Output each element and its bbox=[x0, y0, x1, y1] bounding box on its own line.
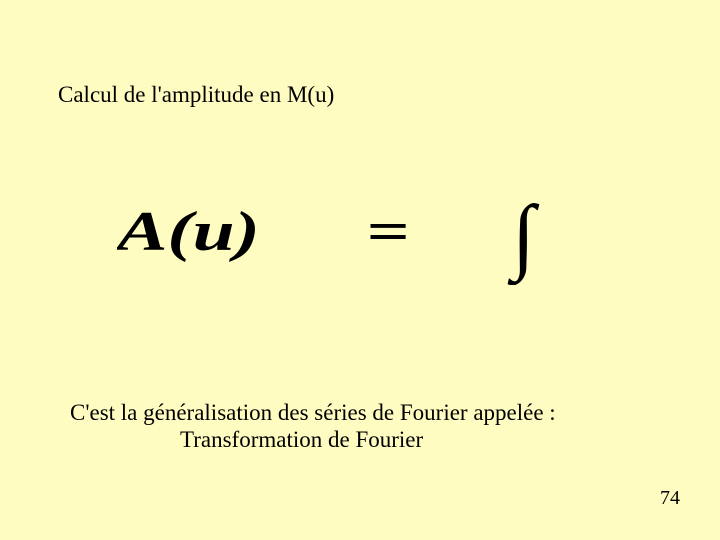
slide-title: Calcul de l'amplitude en M(u) bbox=[58, 82, 334, 108]
page-number: 74 bbox=[660, 487, 680, 510]
description-line-2: Transformation de Fourier bbox=[180, 427, 423, 453]
formula: A(u) = ∫ bbox=[117, 185, 555, 275]
formula-left: A(u) bbox=[117, 201, 260, 262]
description-line-1: C'est la généralisation des séries de Fo… bbox=[70, 400, 556, 426]
formula-equals: = bbox=[367, 201, 410, 262]
formula-integral: ∫ bbox=[507, 189, 540, 285]
